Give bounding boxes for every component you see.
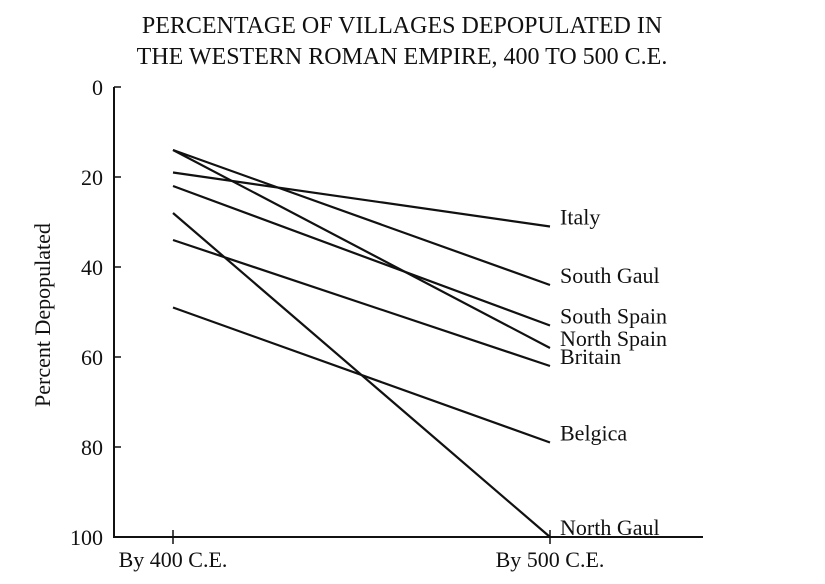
y-axis-label: Percent Depopulated xyxy=(30,223,55,407)
chart-title-line-1: PERCENTAGE OF VILLAGES DEPOPULATED IN xyxy=(142,13,662,39)
x-tick-label-0: By 400 C.E. xyxy=(119,547,228,572)
series-lines xyxy=(172,148,551,538)
series-label-south-gaul: South Gaul xyxy=(560,263,660,288)
y-ticks: 0 20 40 60 80 100 xyxy=(70,75,121,550)
series-label-belgica: Belgica xyxy=(560,421,627,446)
series-label-north-gaul: North Gaul xyxy=(560,515,660,540)
series-label-italy: Italy xyxy=(560,205,600,230)
series-line-north-spain xyxy=(172,149,551,349)
series-line-south-gaul xyxy=(172,148,551,287)
series-label-south-spain: South Spain xyxy=(560,304,667,329)
x-tick-label-1: By 500 C.E. xyxy=(496,547,605,572)
series-line-south-spain xyxy=(172,184,551,327)
y-tick-label-3: 60 xyxy=(81,345,103,370)
y-tick-label-0: 0 xyxy=(92,75,103,100)
y-tick-label-4: 80 xyxy=(81,435,103,460)
series-label-north-spain: North Spain xyxy=(560,326,667,351)
y-tick-label-2: 40 xyxy=(81,255,103,280)
x-ticks: By 400 C.E. By 500 C.E. xyxy=(119,530,605,572)
chart-title-line-2: THE WESTERN ROMAN EMPIRE, 400 TO 500 C.E… xyxy=(137,44,668,70)
series-label-britain: Britain xyxy=(560,344,621,369)
y-tick-label-5: 100 xyxy=(70,525,103,550)
series-line-britain xyxy=(172,238,551,368)
y-tick-label-1: 20 xyxy=(81,165,103,190)
series-line-north-gaul xyxy=(172,212,551,538)
series-line-italy xyxy=(172,171,551,228)
